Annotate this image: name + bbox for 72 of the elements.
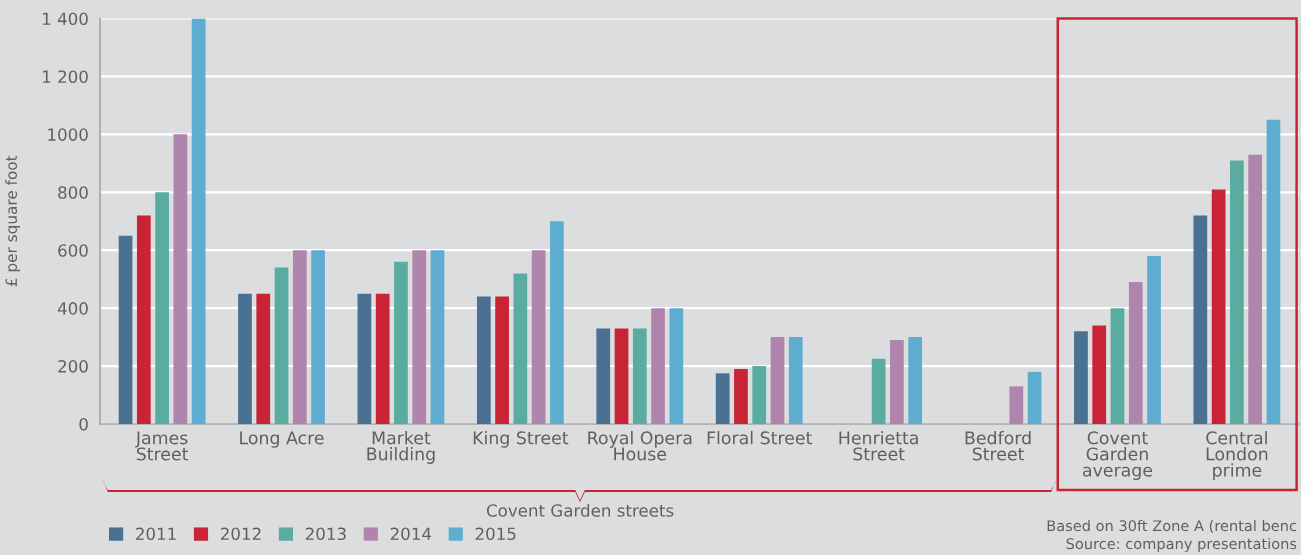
x-tick-label: Bedford Street xyxy=(965,430,1031,461)
y-tick-label: 800 xyxy=(58,186,88,199)
bar xyxy=(752,366,767,424)
text: Covent Garden streets xyxy=(486,503,674,517)
y-tick-label: 1 400 xyxy=(43,12,88,26)
bar xyxy=(1074,331,1088,424)
x-tick-label: King Street xyxy=(473,430,569,448)
legend-label: 2015 xyxy=(475,527,516,541)
bar xyxy=(669,308,684,424)
source-note: Source: company presentations xyxy=(1066,537,1297,553)
bar xyxy=(871,358,886,424)
bar xyxy=(651,308,665,424)
bar xyxy=(1110,308,1125,424)
bar xyxy=(173,134,188,424)
y-tick-label: 400 xyxy=(57,302,88,315)
x-tick-label: Central London prime xyxy=(1206,430,1268,481)
bar xyxy=(311,250,325,424)
bar xyxy=(357,293,372,424)
bar xyxy=(412,250,427,424)
y-tick-label: 200 xyxy=(58,360,88,373)
bar xyxy=(375,293,390,424)
bar xyxy=(1211,189,1226,424)
bar xyxy=(632,328,647,424)
bar xyxy=(513,273,528,424)
x-tick-label: Covent Garden average xyxy=(1082,431,1153,481)
bar xyxy=(596,328,611,424)
bar xyxy=(715,373,730,424)
legend-label: 2014 xyxy=(390,527,432,541)
bar xyxy=(191,18,206,424)
y-tick-label: 1000 xyxy=(48,128,88,141)
y-tick-label: 600 xyxy=(58,244,88,257)
x-tick-label: Floral Street xyxy=(707,430,812,445)
bar xyxy=(1027,371,1042,424)
bar xyxy=(430,250,445,424)
legend-label: 2012 xyxy=(220,527,261,541)
bar xyxy=(394,261,408,424)
bar xyxy=(118,235,133,424)
bar xyxy=(1266,119,1281,424)
y-tick-label: 1 200 xyxy=(43,70,88,83)
bar xyxy=(476,296,491,424)
bar xyxy=(155,192,169,424)
bar xyxy=(770,337,785,424)
bar xyxy=(614,328,629,424)
x-tick-label: Market Building xyxy=(367,430,435,464)
legend-label: 2011 xyxy=(136,527,176,541)
bar xyxy=(136,215,151,424)
bar xyxy=(788,337,803,424)
bar xyxy=(292,250,307,424)
legend-label: 2013 xyxy=(305,527,346,541)
x-tick-label: Royal Opera House xyxy=(588,430,692,461)
y-tick-label: 0 xyxy=(79,417,88,431)
x-tick-label: Henrietta Street xyxy=(839,430,918,461)
bar xyxy=(238,293,252,424)
bar xyxy=(1128,282,1143,424)
text: Based on 30ft Zone A (rental benc xyxy=(1047,519,1297,533)
bar xyxy=(274,267,289,424)
bar xyxy=(550,221,564,424)
x-tick-label: James Street xyxy=(135,431,189,461)
bar xyxy=(1009,386,1024,424)
x-tick-label: Long Acre xyxy=(240,431,324,448)
bar xyxy=(1092,325,1107,424)
bar xyxy=(1193,215,1208,424)
bar xyxy=(256,293,271,424)
bar xyxy=(1147,256,1161,424)
bar xyxy=(908,337,923,424)
bar xyxy=(495,296,509,424)
y-axis-title: £ per square foot xyxy=(5,155,20,287)
bar xyxy=(734,368,748,424)
bar xyxy=(1230,160,1244,424)
bar xyxy=(890,340,904,424)
bar xyxy=(1248,154,1263,424)
bar xyxy=(531,250,546,424)
